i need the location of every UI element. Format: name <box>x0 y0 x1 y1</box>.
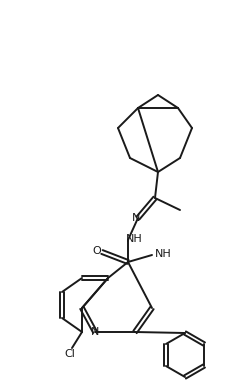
Text: N: N <box>91 327 99 337</box>
Text: N: N <box>132 213 140 223</box>
Text: O: O <box>92 246 102 256</box>
Text: Cl: Cl <box>64 349 76 359</box>
Text: NH: NH <box>126 234 142 244</box>
Text: NH: NH <box>155 249 172 259</box>
